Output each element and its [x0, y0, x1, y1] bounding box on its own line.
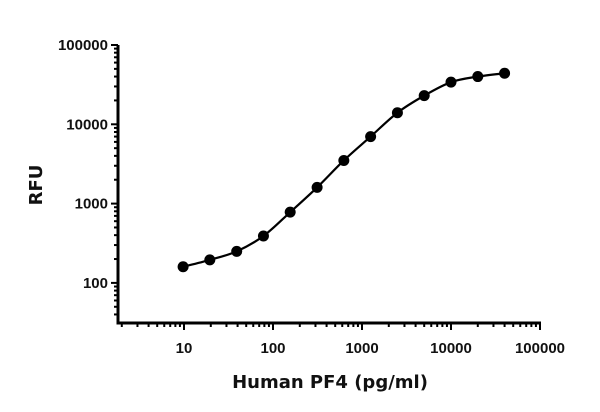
data-series — [177, 67, 511, 273]
data-point — [418, 90, 430, 102]
data-point — [257, 230, 269, 242]
x-tick-label: 10000 — [430, 340, 472, 357]
x-tick-label: 100 — [260, 340, 285, 357]
y-tick-label: 10000 — [66, 116, 108, 133]
x-axis: 10 100 1000 10000 100000 — [116, 321, 565, 357]
y-tick-label: 1000 — [75, 196, 108, 213]
y-axis: 100 1000 10000 100000 — [58, 37, 120, 323]
y-tick-label: 100 — [83, 275, 108, 292]
data-point — [204, 254, 216, 266]
x-tick-label: 1000 — [345, 340, 378, 357]
data-point — [445, 76, 457, 88]
data-point — [365, 131, 377, 143]
data-point — [499, 67, 511, 79]
data-point — [472, 71, 484, 83]
data-point — [177, 261, 189, 273]
x-axis-title: Human PF4 (pg/ml) — [232, 372, 428, 393]
data-point — [311, 181, 323, 193]
data-point — [231, 245, 243, 257]
data-point — [338, 154, 350, 166]
x-tick-label: 100000 — [515, 340, 565, 357]
fitted-curve — [182, 72, 505, 268]
y-tick-label: 100000 — [58, 37, 108, 54]
y-axis-title: RFU — [26, 165, 47, 206]
x-tick-label: 10 — [176, 340, 193, 357]
data-point — [391, 107, 403, 119]
data-point — [284, 206, 296, 218]
